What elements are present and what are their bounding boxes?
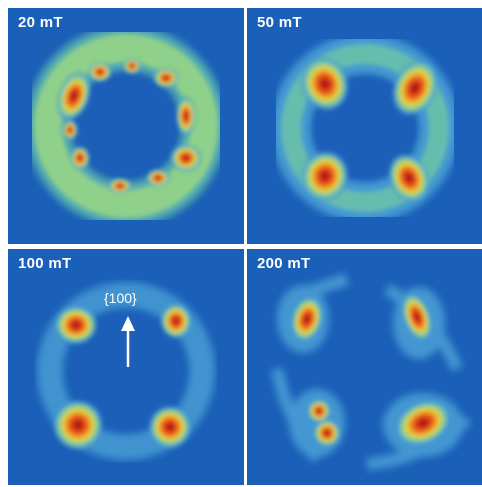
panel-100mt: 100 mT {100} [8,249,244,485]
field-label: 200 mT [257,255,311,272]
field-label: 20 mT [18,14,63,31]
diffraction-ring-image [8,8,244,244]
direction-annotation: {100} [104,290,137,306]
diffraction-ring-image [247,249,482,485]
direction-arrow [121,316,135,367]
panel-50mt: 50 mT [247,8,482,244]
diffraction-ring-image [247,8,482,244]
panel-20mt: 20 mT [8,8,244,244]
field-label: 100 mT [18,255,72,272]
field-label: 50 mT [257,14,302,31]
diffraction-ring-image [8,249,244,485]
panel-200mt: 200 mT [247,249,482,485]
